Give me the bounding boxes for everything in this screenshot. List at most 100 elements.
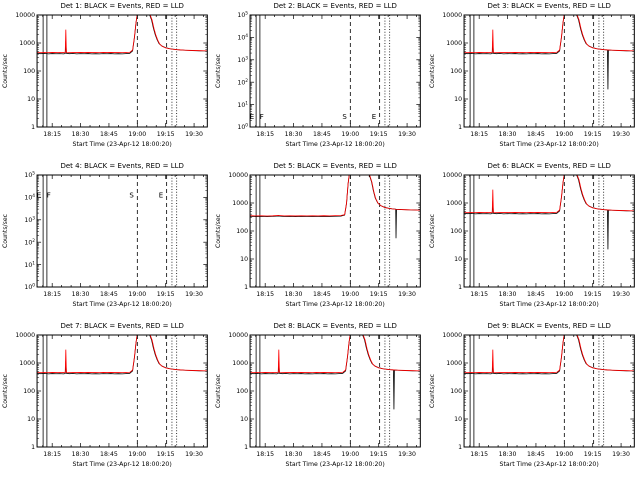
- y-tick-label: 1: [31, 124, 35, 131]
- lld-series: [37, 335, 208, 374]
- event-marker-letter: F: [260, 113, 264, 121]
- x-tick-label: 18:15: [257, 291, 275, 298]
- x-tick-label: 19:30: [185, 131, 203, 138]
- y-tick-label: 1: [244, 284, 248, 291]
- x-tick-label: 18:30: [72, 131, 90, 138]
- lld-series: [250, 175, 421, 217]
- x-tick-label: 18:15: [257, 131, 275, 138]
- x-tick-label: 18:30: [285, 451, 303, 458]
- x-tick-label: 19:15: [157, 131, 175, 138]
- x-tick-label: 18:30: [285, 131, 303, 138]
- event-marker-letter: E: [250, 113, 254, 121]
- y-tick-label: 1: [458, 284, 462, 291]
- events-series: [37, 335, 208, 375]
- x-tick-label: 18:30: [72, 451, 90, 458]
- x-tick-label: 18:45: [100, 451, 118, 458]
- x-tick-label: 18:15: [43, 451, 61, 458]
- detector-panel-5: 18:15 18:30 18:45 19:00 19:15 19:30 1 10 100 1000…: [213, 160, 426, 320]
- x-tick-label: 18:45: [527, 451, 545, 458]
- chart-canvas-det1: 18:15 18:30 18:45 19:00 19:15 19:30 1 10 100 1000…: [2, 2, 208, 148]
- y-tick-label: 1: [458, 124, 462, 131]
- detector-panel-6: 18:15 18:30 18:45 19:00 19:15 19:30 1 10 100 1000…: [427, 160, 640, 320]
- detector-panel-9: 18:15 18:30 18:45 19:00 19:15 19:30 1 10 100 1000…: [427, 320, 640, 480]
- plot-frame: [36, 174, 208, 288]
- y-tick-label: 1000: [446, 40, 462, 47]
- x-tick-label: 18:15: [43, 131, 61, 138]
- x-tick-label: 19:00: [128, 451, 146, 458]
- plot-frame: [249, 334, 422, 448]
- y-tick-label: 103: [238, 56, 249, 64]
- y-tick-label: 100: [237, 228, 249, 235]
- x-axis-label: Start Time (23-Apr-12 18:00:20): [499, 461, 598, 468]
- panel-title: Det 5: BLACK = Events, RED = LLD: [274, 162, 397, 170]
- chart-canvas-det3: 18:15 18:30 18:45 19:00 19:15 19:30 1 10 100 1000…: [429, 2, 635, 148]
- y-tick-label: 101: [238, 100, 249, 108]
- panel-title: Det 3: BLACK = Events, RED = LLD: [487, 2, 610, 10]
- lld-series: [37, 15, 208, 54]
- y-tick-label: 1000: [233, 360, 249, 367]
- x-tick-label: 18:30: [498, 291, 516, 298]
- event-marker-letter: S: [129, 191, 134, 199]
- y-tick-label: 1: [458, 444, 462, 451]
- x-tick-label: 18:45: [313, 291, 331, 298]
- x-tick-label: 19:15: [583, 291, 601, 298]
- x-tick-label: 19:15: [370, 131, 388, 138]
- x-tick-label: 19:15: [583, 451, 601, 458]
- x-tick-label: 19:00: [555, 291, 573, 298]
- x-tick-label: 19:15: [157, 291, 175, 298]
- x-tick-label: 18:30: [72, 291, 90, 298]
- plot-frame: [36, 334, 208, 448]
- detector-panel-4: 18:15 18:30 18:45 19:00 19:15 19:30 100 101 102 1…: [0, 160, 213, 320]
- panel-title: Det 1: BLACK = Events, RED = LLD: [60, 2, 183, 10]
- x-axis-label: Start Time (23-Apr-12 18:00:20): [73, 141, 172, 148]
- y-tick-label: 100: [23, 68, 35, 75]
- chart-canvas-det6: 18:15 18:30 18:45 19:00 19:15 19:30 1 10 100 1000…: [429, 162, 635, 308]
- y-tick-label: 100: [238, 123, 249, 131]
- plot-frame: [463, 334, 635, 448]
- y-tick-label: 10: [454, 416, 462, 423]
- y-axis-label: Counts/sec: [215, 373, 222, 408]
- y-tick-label: 100: [23, 388, 35, 395]
- x-tick-label: 19:15: [157, 451, 175, 458]
- x-tick-label: 18:45: [100, 131, 118, 138]
- events-series: [250, 175, 421, 239]
- y-tick-label: 100: [450, 228, 462, 235]
- panel-title: Det 8: BLACK = Events, RED = LLD: [274, 322, 397, 330]
- x-tick-label: 19:15: [370, 291, 388, 298]
- y-tick-label: 10: [27, 96, 35, 103]
- y-tick-label: 103: [24, 216, 35, 224]
- x-tick-label: 19:30: [398, 291, 416, 298]
- y-tick-label: 105: [24, 171, 35, 179]
- panel-title: Det 2: BLACK = Events, RED = LLD: [274, 2, 397, 10]
- y-tick-label: 101: [24, 260, 35, 268]
- x-tick-label: 19:30: [612, 131, 630, 138]
- x-tick-label: 19:30: [185, 451, 203, 458]
- lld-series: [463, 175, 634, 214]
- x-tick-label: 18:15: [257, 451, 275, 458]
- detector-panel-8: 18:15 18:30 18:45 19:00 19:15 19:30 1 10 100 1000…: [213, 320, 426, 480]
- x-tick-label: 18:15: [43, 291, 61, 298]
- plot-frame: [463, 14, 635, 128]
- chart-canvas-det2: 18:15 18:30 18:45 19:00 19:15 19:30 100 101 102 1…: [215, 2, 422, 148]
- chart-canvas-det8: 18:15 18:30 18:45 19:00 19:15 19:30 1 10 100 1000…: [215, 322, 422, 468]
- events-series: [463, 335, 634, 375]
- event-marker-letter: E: [159, 191, 163, 199]
- y-tick-label: 100: [450, 388, 462, 395]
- y-tick-label: 1000: [233, 200, 249, 207]
- y-tick-label: 10000: [442, 332, 462, 339]
- x-axis-label: Start Time (23-Apr-12 18:00:20): [499, 301, 598, 308]
- y-tick-label: 105: [238, 11, 249, 19]
- y-axis-label: Counts/sec: [2, 53, 9, 88]
- x-tick-label: 18:45: [527, 291, 545, 298]
- x-tick-label: 19:00: [555, 131, 573, 138]
- x-tick-label: 19:00: [128, 131, 146, 138]
- y-tick-label: 102: [238, 78, 249, 86]
- detector-panel-1: 18:15 18:30 18:45 19:00 19:15 19:30 1 10 100 1000…: [0, 0, 213, 160]
- event-marker-letter: S: [343, 113, 348, 121]
- x-tick-label: 19:00: [342, 451, 360, 458]
- plot-frame: [249, 14, 422, 128]
- x-tick-label: 19:00: [342, 291, 360, 298]
- y-tick-label: 10: [454, 96, 462, 103]
- y-tick-label: 10000: [15, 332, 35, 339]
